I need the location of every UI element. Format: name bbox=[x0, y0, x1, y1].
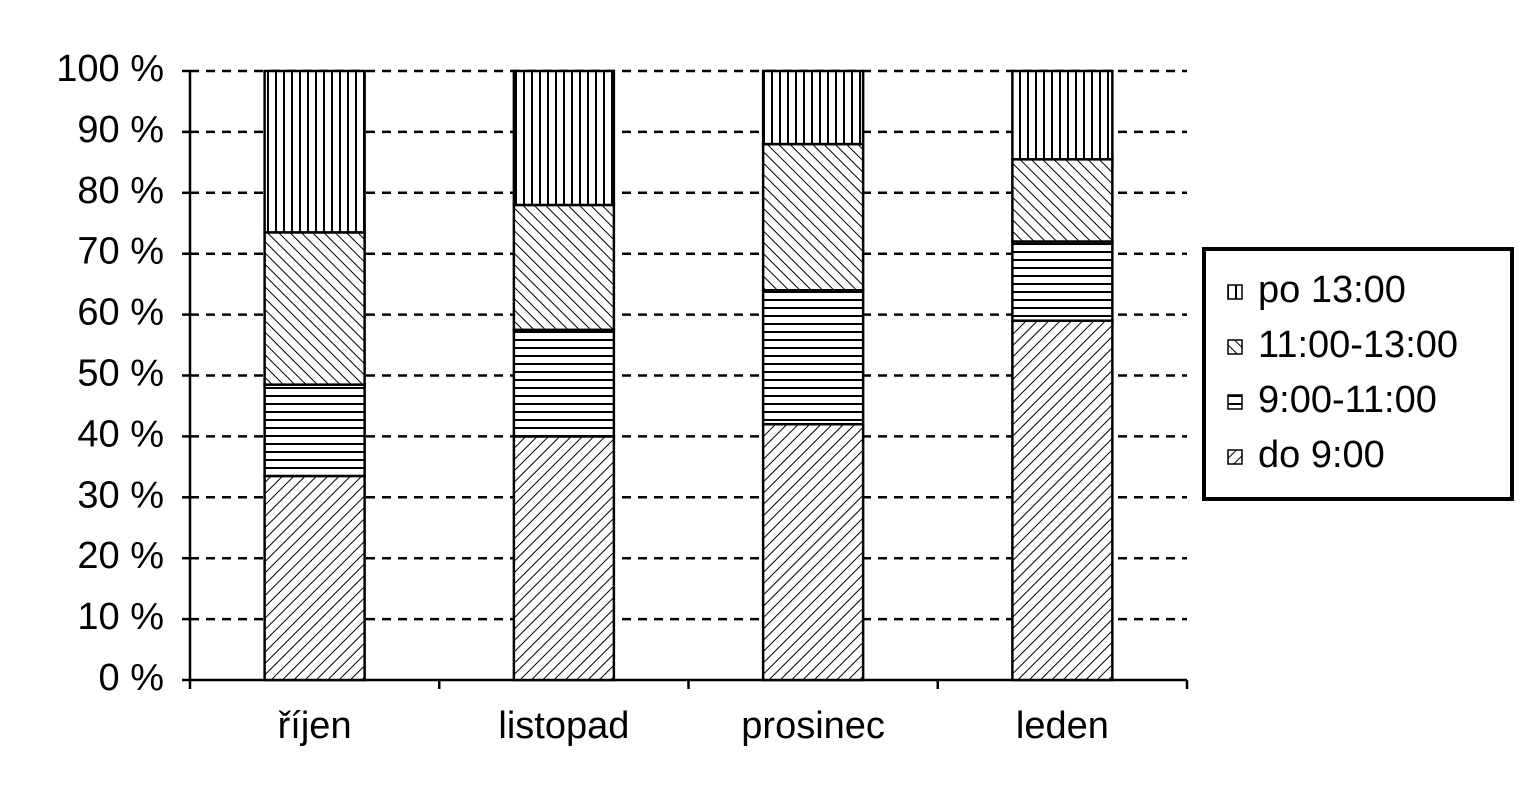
y-tick-label: 90 % bbox=[77, 109, 164, 151]
legend-label: do 9:00 bbox=[1258, 434, 1385, 476]
x-tick-label: listopad bbox=[498, 705, 629, 747]
y-tick-label: 70 % bbox=[77, 231, 164, 273]
legend-swatch bbox=[1227, 394, 1243, 410]
y-tick-label: 50 % bbox=[77, 353, 164, 395]
bar-segment bbox=[512, 328, 616, 438]
bar-segment bbox=[1011, 240, 1114, 322]
bar-segment bbox=[761, 69, 865, 146]
legend-label: po 13:00 bbox=[1258, 269, 1406, 311]
bar-segment bbox=[761, 142, 865, 292]
legend-swatch bbox=[1227, 284, 1243, 300]
bar-segment bbox=[263, 474, 366, 682]
legend-swatch bbox=[1227, 339, 1243, 355]
y-tick-label: 10 % bbox=[77, 596, 164, 638]
bar-segment bbox=[512, 69, 616, 207]
y-tick-label: 80 % bbox=[77, 170, 164, 212]
bar-segment bbox=[1011, 319, 1114, 682]
bar-segment bbox=[512, 435, 616, 682]
x-tick-label: leden bbox=[1016, 705, 1109, 747]
x-tick-label: říjen bbox=[278, 705, 352, 747]
legend-box bbox=[1202, 247, 1514, 501]
bar-segment bbox=[1011, 69, 1114, 161]
y-tick-label: 20 % bbox=[77, 535, 164, 577]
x-tick-label: prosinec bbox=[741, 705, 885, 747]
y-tick-label: 100 % bbox=[56, 48, 164, 90]
y-tick-label: 30 % bbox=[77, 474, 164, 516]
bar-segment bbox=[761, 422, 865, 682]
legend-label: 9:00-11:00 bbox=[1258, 379, 1437, 421]
legend-swatch bbox=[1227, 449, 1243, 465]
y-tick-label: 60 % bbox=[77, 292, 164, 334]
bar-segment bbox=[1011, 158, 1114, 243]
y-tick-label: 40 % bbox=[77, 413, 164, 455]
bar-segment bbox=[263, 69, 366, 234]
bar-segment bbox=[263, 231, 366, 386]
legend-label: 11:00-13:00 bbox=[1258, 324, 1458, 366]
bar-segment bbox=[761, 288, 865, 426]
bar-segment bbox=[512, 203, 616, 332]
y-tick-label: 0 % bbox=[99, 657, 164, 699]
bar-segment bbox=[263, 383, 366, 478]
